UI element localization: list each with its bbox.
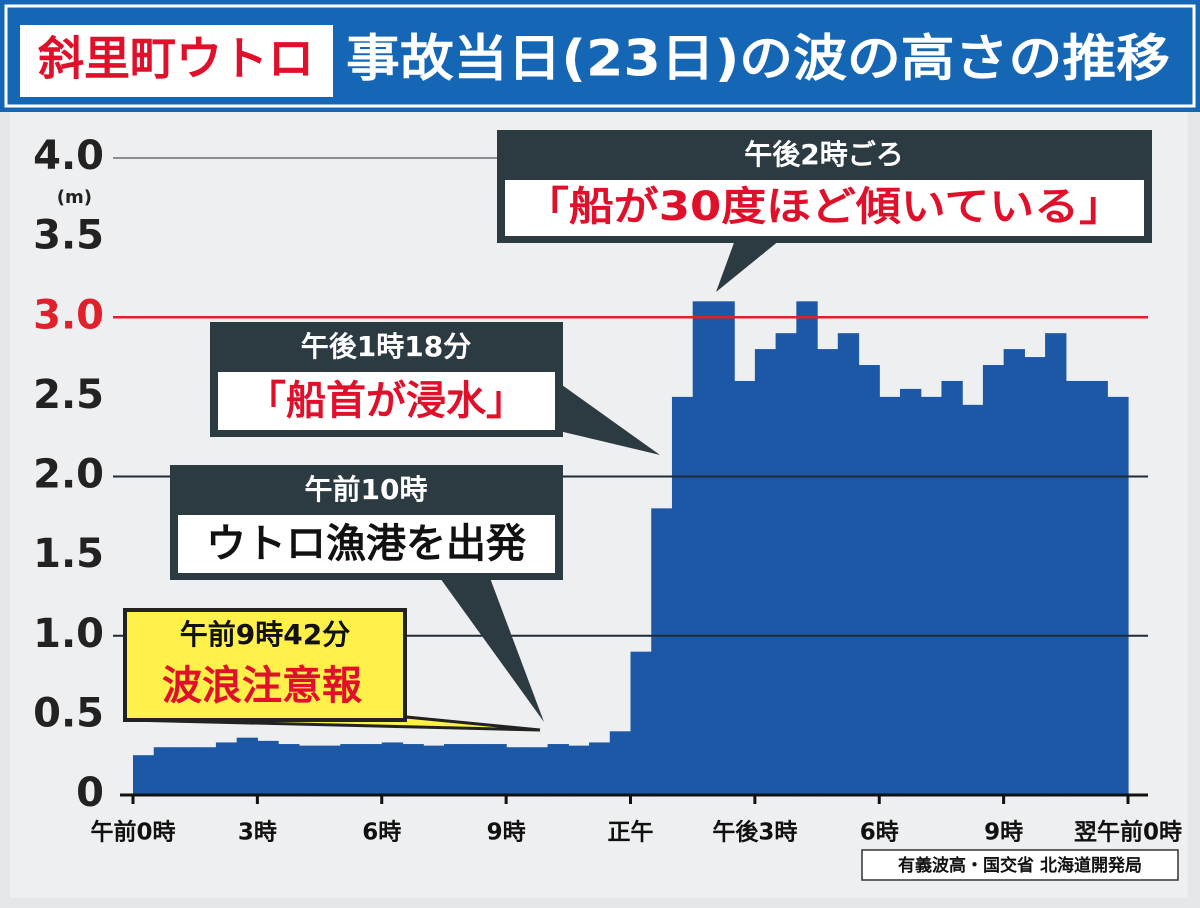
bar xyxy=(713,301,735,795)
annotation-text: 「船首が浸水」 xyxy=(246,378,526,424)
bar xyxy=(1065,380,1088,795)
banner-border xyxy=(4,4,1196,108)
bar xyxy=(568,745,590,795)
bar xyxy=(464,744,486,795)
bar xyxy=(754,349,777,795)
x-tick-label: 正午 xyxy=(608,819,654,846)
bar xyxy=(982,365,1005,795)
callout-box xyxy=(123,608,407,722)
annotation-time: 午後2時ごろ xyxy=(744,138,903,171)
bar xyxy=(381,742,404,795)
callout-body xyxy=(178,515,555,573)
callout-body xyxy=(505,180,1144,236)
annotation-time: 午前10時 xyxy=(305,473,428,506)
location-box xyxy=(20,25,333,97)
annotations: 午前9時42分 波浪注意報 午前10時 ウトロ漁港を出発 午後1時18分 「船首… xyxy=(123,130,1152,732)
bar xyxy=(837,333,860,795)
annotation-text: 「船が30度ほど傾いている」 xyxy=(524,184,1124,230)
bar xyxy=(589,742,611,795)
bar xyxy=(195,747,217,795)
bar xyxy=(692,301,715,795)
y-tick-label: 0 xyxy=(76,770,104,816)
source-box xyxy=(861,849,1179,881)
callout-body xyxy=(218,372,555,430)
annotation-time: 午後1時18分 xyxy=(301,330,471,363)
bar xyxy=(402,744,424,795)
bar xyxy=(962,404,984,795)
x-tick-label: 3時 xyxy=(238,820,277,846)
bar xyxy=(257,740,279,795)
callout-pointer xyxy=(555,380,660,455)
bar xyxy=(1024,357,1046,795)
bar xyxy=(899,388,922,795)
bar xyxy=(319,745,341,795)
bar xyxy=(609,731,632,795)
bar xyxy=(796,301,818,795)
x-tick-label: 6時 xyxy=(860,820,899,846)
y-unit: (m) xyxy=(57,187,92,208)
x-tick-label: 翌午前0時 xyxy=(1074,819,1182,846)
bar xyxy=(775,333,797,795)
bar xyxy=(630,651,652,795)
bar xyxy=(734,380,756,795)
bar xyxy=(1003,349,1025,795)
chart-title: 事故当日(23日)の波の高さの推移 xyxy=(346,30,1170,88)
callout-pointer xyxy=(440,578,544,722)
y-tick-label: 0.5 xyxy=(33,690,104,736)
bar xyxy=(1086,380,1108,795)
bar xyxy=(423,745,445,795)
bar xyxy=(879,396,901,795)
bar xyxy=(215,742,238,795)
bar xyxy=(443,744,466,795)
bar xyxy=(547,744,569,795)
y-tick-label: 3.5 xyxy=(33,213,104,259)
bar xyxy=(1045,333,1067,795)
y-tick-label: 1.0 xyxy=(33,611,104,657)
bar xyxy=(858,365,880,795)
x-tick-label: 午前0時 xyxy=(90,819,175,846)
callout-pointer xyxy=(716,240,780,292)
bar xyxy=(278,744,300,795)
x-tick-label: 6時 xyxy=(362,820,401,846)
bar xyxy=(174,747,196,795)
y-tick-label: 4.0 xyxy=(33,133,104,179)
bar xyxy=(671,396,694,795)
bar xyxy=(651,508,673,795)
location: 斜里町ウトロ xyxy=(38,32,314,86)
source: 有義波高・国交省 北海道開発局 xyxy=(898,855,1142,876)
x-tick-label: 午後3時 xyxy=(712,819,797,846)
annotation-time: 午前9時42分 xyxy=(180,618,350,651)
plot: 0 0.5 1.0 1.5 2.0 2.5 3.0 3.5 4.0 午前0時 3時 6時 9時 正午 午後3… xyxy=(33,133,1182,846)
bar xyxy=(1107,396,1129,795)
bar xyxy=(361,744,383,795)
bar xyxy=(506,747,528,795)
bar xyxy=(340,744,362,795)
bar xyxy=(817,349,839,795)
annotation-text: ウトロ漁港を出発 xyxy=(206,521,527,567)
x-tick-label: 9時 xyxy=(487,820,526,846)
y-tick-label: 1.5 xyxy=(33,531,104,577)
bar xyxy=(133,755,155,795)
x-tick-label: 9時 xyxy=(984,820,1023,846)
annotation-text: 波浪注意報 xyxy=(162,663,362,709)
bar xyxy=(153,747,176,795)
bar xyxy=(485,744,507,795)
y-tick-label: 2.5 xyxy=(33,372,104,418)
bar xyxy=(236,737,258,795)
bar xyxy=(920,396,943,795)
y-tick-label: 2.0 xyxy=(33,452,104,498)
bar xyxy=(298,745,321,795)
bar xyxy=(941,380,963,795)
bar xyxy=(526,747,549,795)
y-tick-label: 3.0 xyxy=(33,292,104,338)
